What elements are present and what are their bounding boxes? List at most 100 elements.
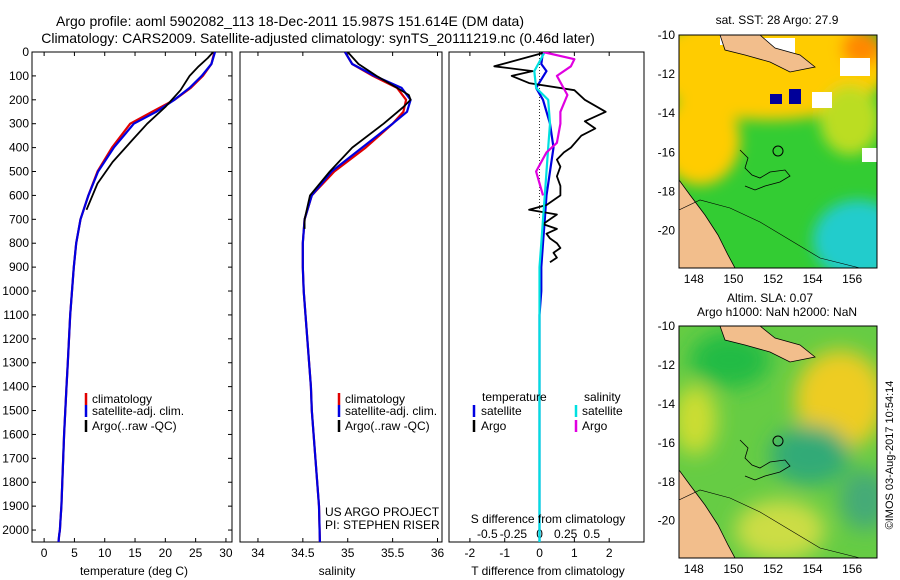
legend-label-t-satellite: satellite (481, 404, 522, 418)
sst-map (679, 35, 877, 268)
series-line-argo (85, 52, 214, 211)
y-tick-label: 1000 (2, 284, 29, 298)
x-tick-label: 2 (606, 546, 613, 560)
y-tick-label: 1600 (2, 427, 29, 441)
shelf-contour (679, 199, 861, 268)
sla-map-y-tick-label: -20 (658, 514, 676, 528)
figure-title-line2: Climatology: CARS2009. Satellite-adjuste… (41, 30, 595, 46)
legend-label-climatology: climatology (92, 392, 152, 406)
x2-tick-label: -0.25 (500, 527, 528, 541)
y-tick-label: 1500 (2, 404, 29, 418)
temperature-legend: climatology satellite-adj. clim. Argo(..… (84, 392, 184, 433)
y-tick-label: 600 (9, 188, 29, 202)
series-line-t-argo (493, 52, 607, 264)
difference-xlabel-top: S difference from climatology (471, 512, 626, 526)
x-tick-label: 0 (536, 546, 543, 560)
sla-high-region (795, 350, 877, 450)
sst-map-y-tick-label: -12 (658, 67, 676, 81)
credit-pi: PI: STEPHEN RISER (325, 518, 440, 532)
sla-map-y-tick-label: -10 (658, 319, 676, 333)
series-line-argo (303, 52, 412, 229)
sst-anomaly-patch (789, 89, 801, 104)
sla-map-frame (678, 325, 878, 559)
y-tick-label: 300 (9, 117, 29, 131)
sst-map-y-tick-label: -20 (658, 224, 676, 238)
reef-outline (739, 149, 791, 191)
legend-title-salinity: salinity (584, 390, 621, 404)
x-tick-label: 5 (71, 546, 78, 560)
sla-map-y-tick-label: -14 (658, 397, 676, 411)
y-tick-label: 500 (9, 165, 29, 179)
temperature-plot-frame (31, 51, 233, 543)
reef-outline (739, 439, 791, 481)
y-tick-label: 200 (9, 93, 29, 107)
y-tick-label: 1700 (2, 451, 29, 465)
land-png (719, 326, 816, 363)
sst-gap (812, 92, 832, 108)
legend-label-argo: Argo(..raw -QC) (345, 419, 430, 433)
x-tick-label: 35.5 (381, 546, 405, 560)
land-australia (679, 179, 736, 268)
y-tick-label: 700 (9, 212, 29, 226)
legend-label-satellite: satellite-adj. clim. (345, 404, 437, 418)
x-tick-label: 0 (41, 546, 48, 560)
y-tick-label: 1400 (2, 380, 29, 394)
x-tick-label: 35 (341, 546, 355, 560)
sla-map-y-tick-label: -12 (658, 358, 676, 372)
legend-label-s-satellite: satellite (582, 404, 623, 418)
x2-tick-label: 0.5 (583, 527, 600, 541)
salinity-legend: climatology satellite-adj. clim. Argo(..… (337, 392, 437, 433)
sla-high-region (679, 385, 717, 455)
y-tick-label: 1800 (2, 475, 29, 489)
y-tick-label: 100 (9, 69, 29, 83)
x-tick-label: 36 (431, 546, 445, 560)
sst-map-x-tick-label: 156 (842, 272, 862, 286)
sst-anomaly-patch (770, 94, 782, 104)
salinity-xlabel: salinity (319, 564, 356, 578)
x-tick-label: -1 (499, 546, 510, 560)
float-position-marker (772, 435, 784, 447)
difference-xlabel: T difference from climatology (471, 564, 625, 578)
x-tick-label: 25 (189, 546, 203, 560)
legend-label-t-argo: Argo (481, 419, 507, 433)
sla-map (679, 326, 877, 558)
x-tick-label: 34.5 (291, 546, 315, 560)
y-tick-label: 900 (9, 260, 29, 274)
credit-project: US ARGO PROJECT (325, 505, 440, 519)
y-tick-label: 2000 (2, 523, 29, 537)
figure-title-line1: Argo profile: aoml 5902082_113 18-Dec-20… (56, 13, 524, 29)
sst-gap (840, 58, 870, 76)
y-tick-label: 400 (9, 141, 29, 155)
x-tick-label: 30 (219, 546, 233, 560)
axes-layer: 0100200300400500600700800900100011001200… (2, 28, 862, 576)
sla-map-x-tick-label: 150 (723, 562, 743, 576)
x-tick-label: 34 (251, 546, 265, 560)
sla-map-x-tick-label: 148 (684, 562, 704, 576)
legend-label-climatology: climatology (345, 392, 405, 406)
sla-map-x-tick-label: 156 (842, 562, 862, 576)
imos-credit: ©IMOS 03-Aug-2017 10:54:14 (884, 381, 896, 530)
sst-warm-region (679, 95, 740, 185)
x2-tick-label: 0.25 (554, 527, 578, 541)
series-line-s-satellite (533, 52, 552, 542)
sla-map-x-tick-label: 152 (763, 562, 783, 576)
salinity-series-layer (301, 52, 412, 542)
y-tick-label: 1200 (2, 332, 29, 346)
y-tick-label: 0 (22, 45, 29, 59)
sla-map-y-tick-label: -18 (658, 475, 676, 489)
sst-gap (862, 148, 877, 162)
sla-map-title-line1: Altim. SLA: 0.07 (727, 291, 813, 305)
legend-label-argo: Argo(..raw -QC) (92, 419, 177, 433)
salinity-plot-frame (239, 51, 443, 543)
x-tick-label: 15 (128, 546, 142, 560)
shelf-contour (679, 489, 861, 558)
sla-map-title-line2: Argo h1000: NaN h2000: NaN (697, 305, 857, 319)
series-line-s-argo (534, 52, 576, 196)
sla-high-region (735, 500, 825, 558)
sst-map-y-tick-label: -16 (658, 145, 676, 159)
x-tick-label: 1 (571, 546, 578, 560)
x2-tick-label: -0.5 (477, 527, 498, 541)
temperature-xlabel: temperature (deg C) (80, 564, 188, 578)
temperature-series-layer (57, 52, 217, 542)
sst-map-x-tick-label: 148 (684, 272, 704, 286)
